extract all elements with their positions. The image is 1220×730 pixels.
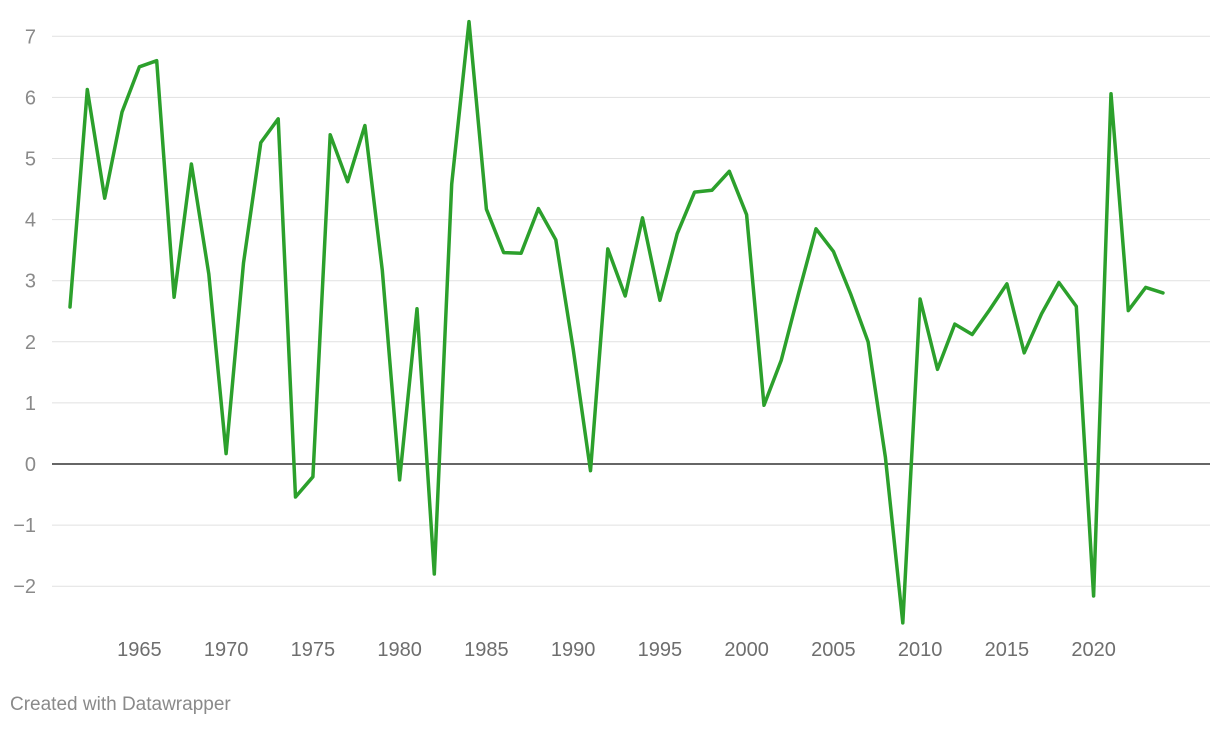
data-point [777,356,785,364]
data-point [326,131,334,139]
data-point [864,338,872,346]
data-point [1020,349,1028,357]
y-tick-label: −2 [13,576,36,598]
data-point [639,214,647,222]
data-point [586,467,594,475]
data-point [847,290,855,298]
data-point [135,63,143,71]
x-tick-label: 2010 [898,639,943,661]
data-point [1159,289,1167,297]
y-tick-label: 1 [25,393,36,415]
line-chart: −2 −1 0 1 2 3 4 5 6 7 1965 1970 1975 1980 1985 1990 199… [13,18,1210,661]
series-layer [66,18,1167,627]
data-point [292,493,300,501]
data-point [517,249,525,257]
data-point [951,320,959,328]
data-point [1072,302,1080,310]
data-point [899,619,907,627]
data-point [743,211,751,219]
data-point [621,292,629,300]
data-point [500,249,508,257]
data-point [153,57,161,65]
credit-text: Created with Datawrapper [10,694,231,715]
data-point [933,365,941,373]
data-point [413,305,421,313]
data-point [795,289,803,297]
x-tick-label: 1965 [117,639,162,661]
data-point [118,108,126,116]
data-point [569,345,577,353]
data-point [482,205,490,213]
x-axis-ticks: 1965 1970 1975 1980 1985 1990 1995 2000 2005 2010… [117,639,1116,661]
y-tick-label: 2 [25,332,36,354]
x-tick-label: 2015 [985,639,1030,661]
data-point [534,205,542,213]
x-tick-label: 1995 [638,639,683,661]
data-point [812,225,820,233]
data-point [344,178,352,186]
data-point [656,296,664,304]
data-point [257,139,265,147]
y-tick-label: 4 [25,210,36,232]
data-point [552,236,560,244]
y-tick-label: 3 [25,271,36,293]
x-tick-label: 2005 [811,639,856,661]
x-tick-label: 2020 [1071,639,1116,661]
data-point [309,473,317,481]
x-tick-label: 2000 [724,639,769,661]
y-tick-label: 7 [25,26,36,48]
data-point [1090,592,1098,600]
data-point [986,306,994,314]
data-point [378,266,386,274]
y-tick-label: 6 [25,87,36,109]
gridlines [52,35,1210,587]
data-point [691,188,699,196]
data-point [1038,310,1046,318]
data-point [1107,90,1115,98]
data-point [448,180,456,188]
data-point [430,570,438,578]
data-point [760,401,768,409]
data-point [465,18,473,26]
data-point [829,247,837,255]
data-point [881,453,889,461]
x-tick-label: 1980 [377,639,422,661]
data-point [673,230,681,238]
y-tick-label: 5 [25,149,36,171]
data-point [361,122,369,130]
data-point [396,476,404,484]
data-point [170,293,178,301]
data-point [187,160,195,168]
x-tick-label: 1990 [551,639,596,661]
data-point [916,295,924,303]
series-line-0 [68,19,1165,625]
data-point [239,259,247,267]
data-point [222,450,230,458]
data-point [1142,283,1150,291]
data-point [1055,279,1063,287]
x-tick-label: 1975 [291,639,336,661]
data-point [604,245,612,253]
data-point [205,270,213,278]
data-point [968,330,976,338]
data-point [725,167,733,175]
x-tick-label: 1985 [464,639,509,661]
data-point [708,186,716,194]
data-point [101,194,109,202]
y-tick-label: 0 [25,454,36,476]
x-tick-label: 1970 [204,639,249,661]
y-tick-label: −1 [13,515,36,537]
data-point [83,85,91,93]
data-point [274,115,282,123]
y-axis-ticks: −2 −1 0 1 2 3 4 5 6 7 [13,26,36,598]
data-point [66,303,74,311]
data-point [1003,280,1011,288]
data-point [1124,307,1132,315]
